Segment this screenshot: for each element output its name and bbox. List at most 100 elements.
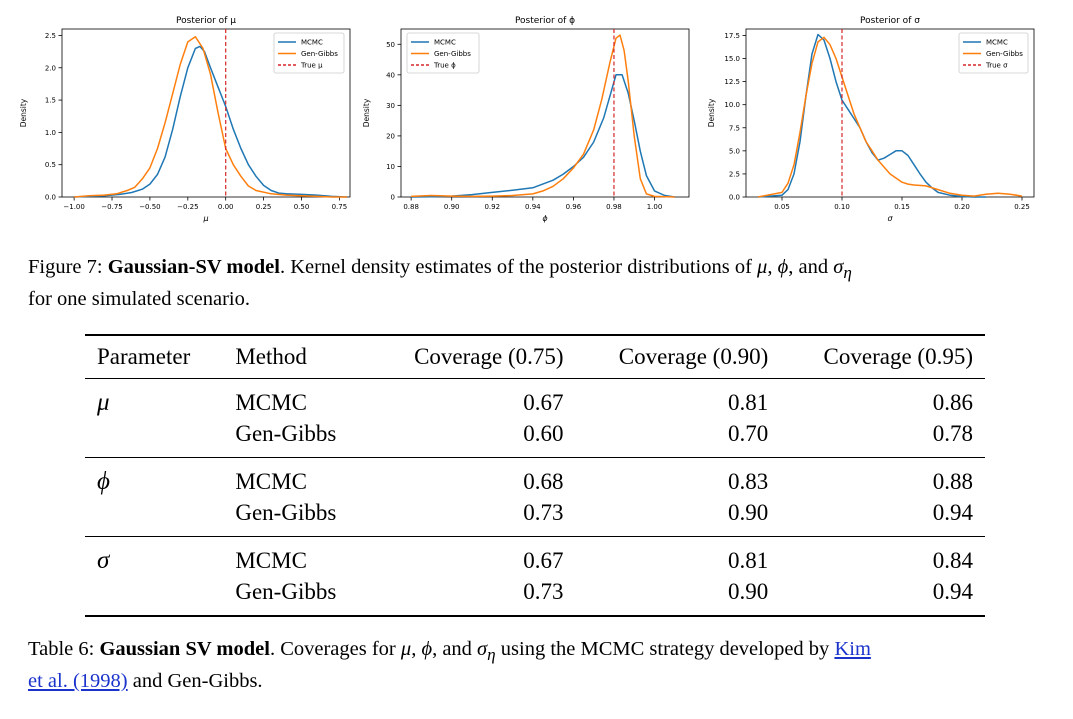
y-tick-label: 2.0 <box>45 64 56 72</box>
symbol-mu: μ <box>757 256 768 278</box>
x-tick-label: 0.88 <box>403 203 419 211</box>
y-axis-label: Density <box>707 98 716 127</box>
x-tick-label: 0.10 <box>834 203 850 211</box>
table-caption: Table 6: Gaussian SV model. Coverages fo… <box>28 636 1046 695</box>
table-caption-title: Gaussian SV model <box>99 638 270 660</box>
legend-mcmc-label: MCMC <box>986 39 1008 47</box>
table-caption-text: using the MCMC strategy developed by <box>495 638 835 660</box>
legend-mcmc-label: MCMC <box>301 39 323 47</box>
table-row: ϕ MCMC 0.68 0.83 0.88 <box>85 458 985 498</box>
legend-gen-gibbs-label: Gen-Gibbs <box>434 50 471 58</box>
y-tick-label: 30 <box>386 102 395 110</box>
value-cell: 0.60 <box>370 418 576 458</box>
value-cell: 0.90 <box>575 497 781 537</box>
series-gen-gibbs-line <box>757 36 1023 198</box>
legend-true-value-label: True ϕ <box>433 62 456 70</box>
value-cell: 0.67 <box>523 547 564 573</box>
method-cell: Gen-Gibbs <box>223 418 371 458</box>
chart-posterior-sigma: Posterior of σ 0.05 0.10 0.15 0.20 0.25 0.0 2.5… <box>707 16 1035 223</box>
y-tick-label: 10 <box>386 163 395 171</box>
value-cell: 0.83 <box>728 468 769 494</box>
value-cell: 0.68 <box>523 468 564 494</box>
citation-link-kim[interactable]: Kim <box>834 638 871 660</box>
y-axis-label: Density <box>19 98 28 127</box>
figure-7: Posterior of μ −1.00 −0.75 −0.50 −0.25 0.00 0.… <box>0 0 1073 240</box>
y-tick-label: 2.5 <box>45 32 56 40</box>
x-tick-label: 0.50 <box>294 203 310 211</box>
y-tick-label: 5.0 <box>729 147 740 155</box>
caption-separator: , and <box>788 256 834 278</box>
value-cell: 0.73 <box>370 576 576 617</box>
x-tick-label: 0.25 <box>256 203 272 211</box>
table-caption-text: . Coverages for <box>269 638 401 660</box>
y-tick-label: 20 <box>386 132 395 140</box>
x-tick-label: 0.00 <box>218 203 234 211</box>
header-parameter: Parameter <box>85 334 224 379</box>
figure-caption-text: . Kernel density estimates of the poster… <box>279 256 758 278</box>
x-tick-label: −0.50 <box>139 203 160 211</box>
chart-title: Posterior of μ <box>176 16 236 26</box>
x-tick-label: 0.96 <box>566 203 582 211</box>
table-row: Gen-Gibbs 0.73 0.90 0.94 <box>85 576 985 617</box>
y-tick-label: 1.5 <box>45 97 56 105</box>
legend-box <box>958 32 1029 74</box>
y-tick-label: 0 <box>391 194 395 202</box>
symbol-eta: η <box>843 263 852 283</box>
x-tick-label: 0.15 <box>894 203 910 211</box>
series-mcmc-line <box>411 74 675 198</box>
value-cell: 0.94 <box>780 497 985 537</box>
x-tick-label: 0.05 <box>774 203 790 211</box>
chart-posterior-phi: Posterior of ϕ 0.88 0.90 0.92 0.94 0.96 0.98 1.… <box>362 16 690 223</box>
plot-frame <box>400 28 690 198</box>
legend-mcmc-label: MCMC <box>434 39 456 47</box>
y-tick-label: 0.5 <box>45 161 56 169</box>
table-caption-text: and Gen-Gibbs. <box>127 670 263 693</box>
param-cell-empty <box>85 576 224 617</box>
param-cell-empty <box>85 497 224 537</box>
header-method: Method <box>223 334 371 379</box>
y-tick-label: 50 <box>386 41 395 49</box>
x-tick-label: 0.75 <box>332 203 348 211</box>
method-cell: MCMC <box>235 389 307 415</box>
citation-link-kim-year[interactable]: et al. (1998) <box>28 670 128 693</box>
table-row: σ MCMC 0.67 0.81 0.84 <box>85 537 985 577</box>
x-tick-label: −1.00 <box>63 203 84 211</box>
x-tick-label: 1.00 <box>647 203 663 211</box>
x-tick-label: 0.25 <box>1014 203 1030 211</box>
x-axis-label: μ <box>202 214 208 223</box>
y-tick-label: 0.0 <box>729 194 740 202</box>
series-mcmc-line <box>74 45 348 198</box>
value-cell: 0.81 <box>728 389 769 415</box>
x-tick-label: −0.25 <box>177 203 198 211</box>
caption-separator: , <box>411 638 422 660</box>
y-tick-label: 2.5 <box>729 170 740 178</box>
header-coverage-075: Coverage (0.75) <box>370 334 576 379</box>
header-coverage-095: Coverage (0.95) <box>780 334 985 379</box>
param-cell-empty <box>85 418 224 458</box>
x-axis-label: σ <box>887 214 893 223</box>
value-cell: 0.67 <box>523 389 564 415</box>
symbol-sigma: σ <box>477 638 488 660</box>
legend-box <box>273 32 345 74</box>
chart-posterior-mu: Posterior of μ −1.00 −0.75 −0.50 −0.25 0.00 0.… <box>19 16 351 223</box>
y-tick-label: 7.5 <box>729 124 740 132</box>
method-cell: Gen-Gibbs <box>223 576 371 617</box>
table-row: Gen-Gibbs 0.60 0.70 0.78 <box>85 418 985 458</box>
legend-box <box>406 32 480 74</box>
legend-true-value-label: True μ <box>300 62 323 70</box>
legend-gen-gibbs-label: Gen-Gibbs <box>986 50 1023 58</box>
y-axis-label: Density <box>362 98 371 127</box>
x-tick-label: −0.75 <box>101 203 122 211</box>
figure-caption-title: Gaussian-SV model <box>107 256 280 278</box>
y-tick-label: 40 <box>386 71 395 79</box>
symbol-sigma: σ <box>833 256 844 278</box>
value-cell: 0.90 <box>575 576 781 617</box>
series-gen-gibbs-line <box>411 34 675 198</box>
plot-frame <box>745 28 1035 198</box>
table-header-row: Parameter Method Coverage (0.75) Coverag… <box>85 334 985 379</box>
symbol-phi: ϕ <box>777 256 789 278</box>
figure-caption-line-2: for one simulated scenario. <box>28 288 251 311</box>
y-tick-label: 15.0 <box>724 55 740 63</box>
plot-frame <box>61 28 351 198</box>
y-tick-label: 0.0 <box>45 194 56 202</box>
